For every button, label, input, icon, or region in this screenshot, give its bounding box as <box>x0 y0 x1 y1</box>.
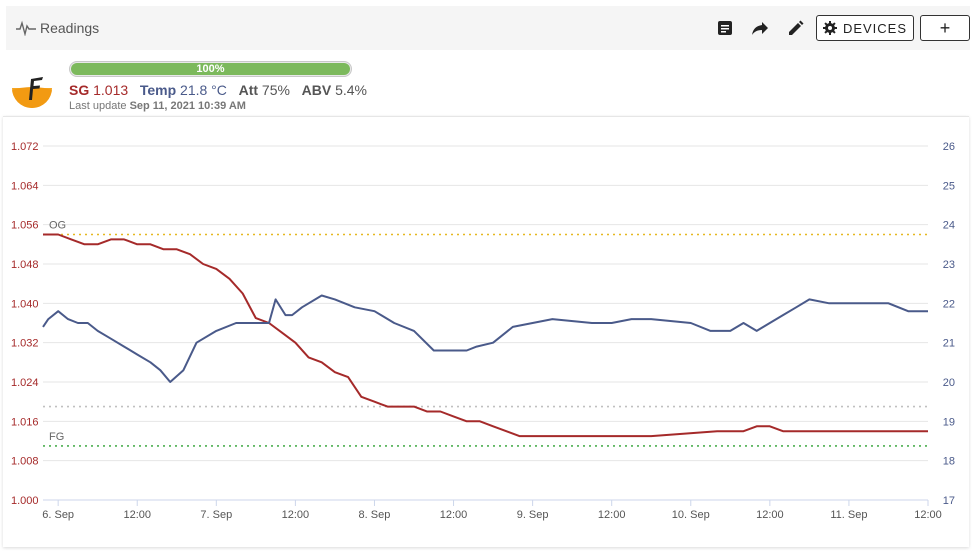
y-right-tick-label: 23 <box>943 259 955 271</box>
toolbar: Readings DEVICES + <box>6 6 970 50</box>
x-tick-label: 12:00 <box>598 509 626 521</box>
x-tick-label: 8. Sep <box>359 509 391 521</box>
y-right-tick-label: 17 <box>943 495 955 507</box>
y-left-tick-label: 1.016 <box>11 416 39 428</box>
y-right-tick-label: 26 <box>943 141 955 153</box>
x-tick-label: 10. Sep <box>672 509 710 521</box>
chart-card: 1.000 17 1.008 18 1.016 19 1.024 20 1.032 21 1.040… <box>3 116 969 547</box>
temp-series-line <box>42 294 928 383</box>
page-title: Readings <box>40 20 100 36</box>
edit-icon[interactable] <box>784 16 808 40</box>
y-left-tick-label: 1.008 <box>11 456 39 468</box>
y-right-tick-label: 20 <box>943 377 955 389</box>
y-left-tick-label: 1.048 <box>11 259 39 271</box>
y-left-tick-label: 1.040 <box>11 298 39 310</box>
last-update: Last update Sep 11, 2021 10:39 AM <box>69 100 246 112</box>
att-value: 75% <box>261 82 290 98</box>
x-tick-label: 12:00 <box>440 509 468 521</box>
x-tick-label: 12:00 <box>756 509 784 521</box>
avatar <box>12 68 52 108</box>
x-tick-label: 6. Sep <box>42 509 74 521</box>
y-right-tick-label: 24 <box>943 220 955 232</box>
x-tick-label: 12:00 <box>123 509 151 521</box>
sg-series-line <box>43 233 928 438</box>
devices-button[interactable]: DEVICES <box>816 15 914 41</box>
y-left-tick-label: 1.064 <box>11 180 39 192</box>
y-left-tick-label: 1.000 <box>11 495 39 507</box>
plus-icon: + <box>939 17 951 38</box>
pulse-icon <box>16 20 36 36</box>
temp-label: Temp <box>139 82 177 98</box>
progress-bar: 100% <box>69 61 352 77</box>
progress-label: 100% <box>196 63 225 75</box>
reference-line-label: FG <box>49 431 64 443</box>
gear-icon <box>822 21 837 35</box>
temp-value: 21.8 °C <box>180 82 227 98</box>
toolbar-title: Readings <box>16 6 99 50</box>
share-icon[interactable] <box>748 16 772 40</box>
y-right-tick-label: 19 <box>943 416 955 428</box>
reference-line-label: OG <box>49 220 66 232</box>
abv-value: 5.4% <box>335 82 367 98</box>
add-button[interactable]: + <box>920 15 970 41</box>
x-tick-label: 12:00 <box>914 509 942 521</box>
sg-label: SG <box>69 82 90 98</box>
y-right-tick-label: 25 <box>943 180 955 192</box>
last-update-value: Sep 11, 2021 10:39 AM <box>129 100 246 112</box>
abv-label: ABV <box>301 82 332 98</box>
x-tick-label: 7. Sep <box>200 509 232 521</box>
readings-summary: SG 1.013 Temp 21.8 °C Att 75% ABV 5.4% <box>69 82 367 98</box>
document-icon[interactable] <box>713 16 737 40</box>
att-label: Att <box>238 82 259 98</box>
last-update-label: Last update <box>69 100 127 112</box>
x-tick-label: 11. Sep <box>830 509 867 521</box>
x-tick-label: 12:00 <box>282 509 310 521</box>
devices-button-label: DEVICES <box>842 20 908 36</box>
sg-value: 1.013 <box>93 82 129 98</box>
x-tick-label: 9. Sep <box>517 509 549 521</box>
progress-fill: 100% <box>71 63 350 75</box>
y-left-tick-label: 1.072 <box>11 141 39 153</box>
y-left-tick-label: 1.024 <box>11 377 39 389</box>
y-left-tick-label: 1.056 <box>11 220 39 232</box>
y-right-tick-label: 18 <box>943 456 955 468</box>
y-right-tick-label: 22 <box>943 298 955 310</box>
y-right-tick-label: 21 <box>943 338 955 350</box>
y-left-tick-label: 1.032 <box>11 338 39 350</box>
readings-chart: 1.000 17 1.008 18 1.016 19 1.024 20 1.032 21 1.040… <box>11 141 955 521</box>
